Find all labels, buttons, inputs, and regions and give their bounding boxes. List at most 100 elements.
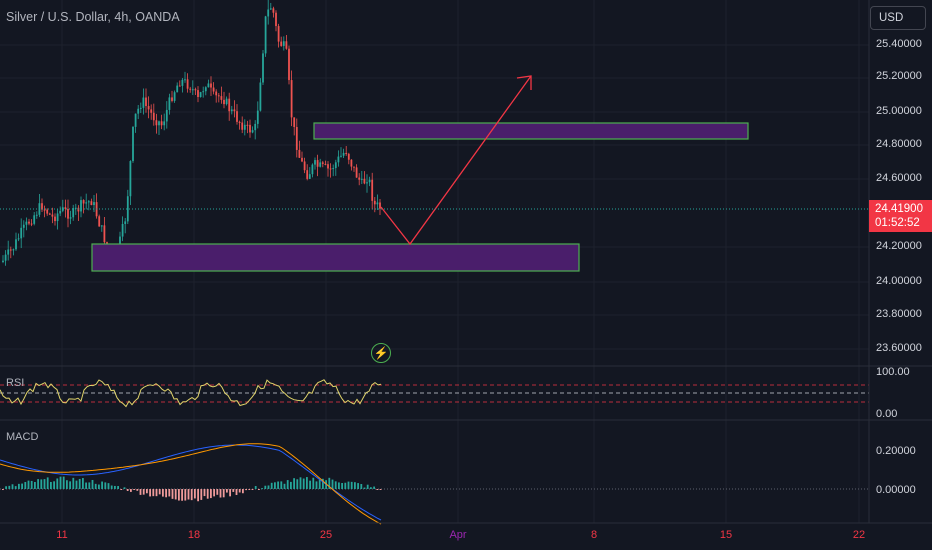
price-axis-label: 24.00000	[876, 275, 922, 287]
candle-body	[373, 200, 376, 205]
candle-body	[241, 122, 244, 130]
macd-label[interactable]: MACD	[6, 431, 39, 443]
macd-histogram-bar	[126, 489, 129, 491]
candle-body	[132, 126, 134, 162]
macd-histogram-bar	[27, 480, 30, 489]
candle-body	[48, 213, 51, 215]
candle-body	[171, 97, 173, 101]
rsi-axis-label: 0.00	[876, 408, 898, 420]
candle-body	[35, 214, 38, 216]
candle-body	[293, 117, 296, 128]
macd-histogram-bar	[261, 488, 263, 490]
macd-histogram-bar	[123, 487, 126, 489]
macd-histogram-bar	[14, 486, 17, 489]
macd-histogram-bar	[133, 489, 135, 490]
macd-histogram-bar	[210, 489, 212, 499]
candle-body	[194, 89, 197, 91]
macd-histogram-bar	[40, 479, 43, 489]
candle-body	[54, 216, 56, 222]
macd-histogram-bar	[238, 489, 241, 493]
macd-histogram-bar	[248, 489, 251, 490]
macd-histogram-bar	[56, 478, 59, 489]
candle-body	[366, 182, 368, 184]
macd-histogram-bar	[162, 489, 164, 497]
candle-body	[134, 113, 137, 127]
candle-body	[139, 107, 142, 109]
candle-body	[168, 97, 171, 110]
candle-body	[368, 179, 371, 183]
candle-body	[376, 202, 379, 205]
candle-body	[69, 217, 72, 219]
macd-histogram-bar	[110, 485, 113, 489]
candle-body	[267, 9, 270, 17]
signal-line	[0, 443, 382, 525]
macd-histogram-bar	[168, 489, 171, 497]
macd-histogram-bar	[213, 489, 215, 497]
candle-body	[93, 202, 95, 206]
macd-histogram-bar	[251, 489, 254, 490]
candle-body	[249, 124, 251, 133]
macd-histogram-bar	[270, 482, 273, 489]
resistance-zone[interactable]	[313, 122, 749, 140]
support-zone[interactable]	[91, 243, 580, 272]
candle-body	[298, 149, 301, 158]
candle-body	[347, 153, 350, 160]
date-label: 8	[590, 529, 598, 541]
macd-histogram-bar	[258, 489, 260, 490]
macd-histogram-bar	[43, 479, 46, 489]
candle-body	[59, 210, 62, 214]
candle-body	[90, 201, 93, 206]
macd-histogram-bar	[373, 486, 375, 489]
candle-body	[28, 221, 30, 224]
macd-histogram-bar	[286, 480, 289, 489]
price-axis-label: 24.60000	[876, 172, 922, 184]
macd-histogram-bar	[62, 476, 65, 489]
macd-histogram-bar	[338, 482, 340, 489]
candle-body	[85, 202, 88, 204]
macd-axis-label: 0.00000	[876, 484, 916, 496]
candle-body	[150, 109, 153, 113]
candle-body	[12, 249, 15, 251]
macd-histogram-bar	[2, 489, 4, 491]
date-label: 18	[187, 529, 201, 541]
candle-body	[275, 12, 277, 27]
date-label: 15	[719, 529, 733, 541]
candle-body	[308, 174, 311, 179]
candle-body	[259, 82, 262, 111]
candle-body	[358, 177, 361, 180]
price-axis-label: 25.40000	[876, 38, 922, 50]
candle-body	[355, 167, 358, 178]
candle-body	[173, 92, 176, 101]
candle-body	[67, 208, 69, 219]
rsi-label[interactable]: RSI	[6, 377, 25, 389]
macd-line	[0, 444, 382, 521]
candle-body	[371, 179, 374, 201]
currency-button[interactable]: USD	[870, 6, 926, 30]
candle-body	[46, 209, 49, 214]
chart-drawings[interactable]	[91, 75, 749, 272]
macd-histogram-bar	[104, 482, 107, 489]
projection-arrow-line[interactable]	[380, 75, 532, 246]
macd-histogram-bar	[98, 484, 100, 489]
macd-histogram-bar	[379, 489, 382, 490]
lightning-icon[interactable]: ⚡	[371, 343, 391, 363]
candle-body	[225, 98, 228, 105]
candle-body	[178, 85, 181, 87]
candle-body	[230, 109, 233, 112]
macd-histogram-bar	[114, 485, 116, 489]
candle-body	[9, 249, 12, 251]
symbol-title[interactable]: Silver / U.S. Dollar, 4h, OANDA	[6, 10, 180, 24]
candle-body	[189, 88, 192, 90]
macd-histogram-bar	[299, 477, 302, 489]
candle-body	[184, 79, 186, 81]
candle-body	[311, 164, 314, 175]
candle-body	[321, 162, 324, 164]
macd-histogram-bar	[229, 489, 231, 497]
macd-histogram-bar	[357, 483, 359, 489]
candle-body	[80, 200, 82, 212]
macd-histogram-bar	[46, 477, 49, 489]
candle-body	[243, 124, 246, 130]
candle-body	[238, 121, 241, 123]
candle-body	[207, 83, 210, 88]
